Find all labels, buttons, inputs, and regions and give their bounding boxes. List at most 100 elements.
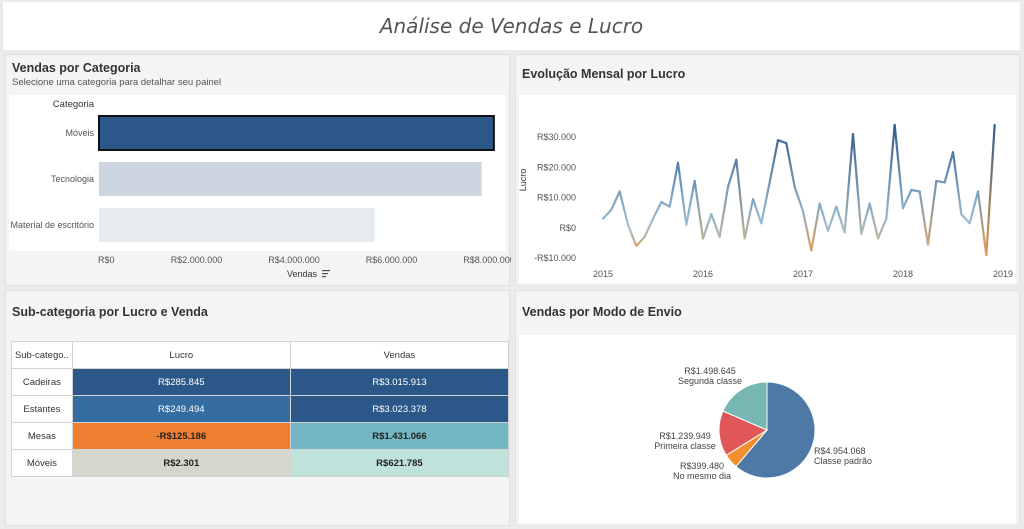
profit-line-segment[interactable] bbox=[943, 151, 955, 184]
subcategory-label[interactable]: Cadeiras bbox=[11, 368, 73, 396]
profit-line-segment[interactable] bbox=[793, 185, 805, 213]
monthly-profit-line-chart: R$30.000 R$20.000 R$10.000 R$0 -R$10.000 2015… bbox=[518, 95, 1016, 283]
profit-line-segment[interactable] bbox=[668, 161, 680, 208]
profit-line-segment[interactable] bbox=[901, 188, 913, 210]
x-tick-label: R$0 bbox=[98, 255, 115, 265]
vendas-cell[interactable]: R$3.015.913 bbox=[289, 368, 510, 396]
shipping-panel: Vendas por Modo de Envio R$4.954.068 Clas… bbox=[515, 290, 1020, 526]
y-tick-label: R$20.000 bbox=[537, 162, 576, 172]
profit-line-segment[interactable] bbox=[868, 202, 880, 240]
profit-line-segment[interactable] bbox=[643, 217, 655, 238]
profit-line-segment[interactable] bbox=[726, 158, 738, 189]
table-row[interactable]: Móveis R$2.301 R$621.785 bbox=[11, 449, 510, 477]
profit-line-segment[interactable] bbox=[776, 139, 788, 145]
profit-line-segment[interactable] bbox=[785, 142, 796, 189]
subcategory-label[interactable]: Mesas bbox=[11, 422, 73, 450]
category-label[interactable]: Móveis bbox=[65, 128, 94, 138]
pie-value-label: R$1.498.645 bbox=[684, 366, 736, 376]
lucro-cell[interactable]: R$285.845 bbox=[71, 368, 291, 396]
monthly-profit-panel: Evolução Mensal por Lucro R$30.000 R$20.0… bbox=[515, 54, 1020, 286]
profit-line-segment[interactable] bbox=[635, 235, 646, 248]
dashboard-title: Análise de Vendas e Lucro bbox=[379, 14, 644, 38]
profit-line-segment[interactable] bbox=[843, 132, 855, 234]
profit-line-segment[interactable] bbox=[693, 179, 705, 240]
profit-line-segment[interactable] bbox=[743, 197, 755, 240]
profit-line-segment[interactable] bbox=[818, 202, 830, 232]
profit-line-segment[interactable] bbox=[851, 132, 863, 235]
category-bar[interactable] bbox=[99, 162, 482, 196]
category-axis-header: Categoria bbox=[53, 99, 95, 110]
profit-line-segment[interactable] bbox=[926, 179, 938, 246]
profit-line-segment[interactable] bbox=[910, 188, 921, 193]
profit-line-segment[interactable] bbox=[810, 202, 821, 252]
profit-line-segment[interactable] bbox=[768, 139, 780, 184]
subcategory-panel: Sub-categoria por Lucro e Venda Sub-cate… bbox=[5, 290, 510, 526]
x-tick-label: R$8.000.000 bbox=[463, 255, 511, 265]
pie-name-label: Primeira classe bbox=[654, 441, 716, 451]
subcategory-label[interactable]: Estantes bbox=[11, 395, 73, 423]
lucro-cell[interactable]: R$2.301 bbox=[71, 449, 291, 477]
profit-line-segment[interactable] bbox=[685, 179, 696, 226]
category-bar[interactable] bbox=[98, 115, 495, 151]
vendas-cell[interactable]: R$1.431.066 bbox=[289, 422, 510, 450]
profit-line-segment[interactable] bbox=[985, 123, 996, 257]
profit-line-segment[interactable] bbox=[935, 179, 946, 184]
profit-line-segment[interactable] bbox=[918, 190, 930, 246]
pie-name-label: Classe padrão bbox=[814, 456, 872, 466]
profit-line-segment[interactable] bbox=[735, 158, 746, 240]
profit-line-segment[interactable] bbox=[951, 151, 963, 216]
profit-line-segment[interactable] bbox=[618, 190, 630, 226]
profit-line-segment[interactable] bbox=[626, 223, 638, 248]
shipping-panel-title: Vendas por Modo de Envio bbox=[522, 305, 682, 319]
x-axis-label: Vendas bbox=[287, 269, 318, 279]
profit-line-segment[interactable] bbox=[651, 200, 663, 220]
x-tick-label: 2016 bbox=[693, 269, 713, 279]
profit-line-segment[interactable] bbox=[751, 197, 763, 225]
profit-line-segment[interactable] bbox=[835, 205, 846, 234]
profit-line-segment[interactable] bbox=[676, 161, 688, 226]
profit-line-segment[interactable] bbox=[718, 185, 730, 238]
pie-slice[interactable] bbox=[722, 381, 768, 431]
column-header-vendas[interactable]: Vendas bbox=[289, 341, 510, 369]
profit-line-segment[interactable] bbox=[893, 123, 905, 210]
profit-line-segment[interactable] bbox=[885, 123, 896, 220]
profit-line-segment[interactable] bbox=[860, 202, 871, 235]
profit-line-segment[interactable] bbox=[960, 213, 971, 225]
profit-line-segment[interactable] bbox=[976, 190, 988, 257]
profit-line-segment[interactable] bbox=[660, 200, 671, 208]
profit-line-segment[interactable] bbox=[701, 213, 713, 240]
x-tick-label: 2018 bbox=[893, 269, 913, 279]
lucro-cell[interactable]: R$249.494 bbox=[71, 395, 291, 423]
pie-value-label: R$1.239.949 bbox=[659, 431, 711, 441]
table-header-row: Sub-catego.. Lucro Vendas bbox=[11, 341, 510, 369]
pie-slice[interactable] bbox=[735, 381, 816, 479]
category-label[interactable]: Material de escritório bbox=[10, 220, 94, 230]
table-row[interactable]: Estantes R$249.494 R$3.023.378 bbox=[11, 395, 510, 423]
column-header-lucro[interactable]: Lucro bbox=[71, 341, 291, 369]
y-tick-label: R$30.000 bbox=[537, 132, 576, 142]
dashboard-header: Análise de Vendas e Lucro bbox=[3, 2, 1020, 50]
profit-line-segment[interactable] bbox=[801, 210, 813, 252]
y-tick-label: R$0 bbox=[559, 223, 576, 233]
category-panel-subtitle: Selecione uma categoria para detalhar se… bbox=[12, 77, 222, 88]
lucro-cell[interactable]: -R$125.186 bbox=[71, 422, 291, 450]
pie-slice[interactable] bbox=[718, 410, 769, 457]
profit-line-segment[interactable] bbox=[601, 208, 613, 220]
vendas-cell[interactable]: R$621.785 bbox=[289, 449, 510, 477]
category-bar[interactable] bbox=[99, 208, 375, 242]
x-tick-label: 2019 bbox=[993, 269, 1013, 279]
subcategory-label[interactable]: Móveis bbox=[11, 449, 73, 477]
column-header-subcategory[interactable]: Sub-catego.. bbox=[11, 341, 73, 369]
profit-line-segment[interactable] bbox=[876, 217, 888, 240]
table-row[interactable]: Cadeiras R$285.845 R$3.015.913 bbox=[11, 368, 510, 396]
vendas-cell[interactable]: R$3.023.378 bbox=[289, 395, 510, 423]
profit-line-segment[interactable] bbox=[760, 181, 771, 225]
category-label[interactable]: Tecnologia bbox=[51, 174, 94, 184]
profit-line-segment[interactable] bbox=[710, 213, 721, 238]
sort-icon[interactable] bbox=[322, 270, 330, 278]
profit-line-segment[interactable] bbox=[968, 190, 980, 225]
table-row[interactable]: Mesas -R$125.186 R$1.431.066 bbox=[11, 422, 510, 450]
profit-line-segment[interactable] bbox=[826, 205, 838, 232]
profit-line-segment[interactable] bbox=[610, 190, 621, 211]
